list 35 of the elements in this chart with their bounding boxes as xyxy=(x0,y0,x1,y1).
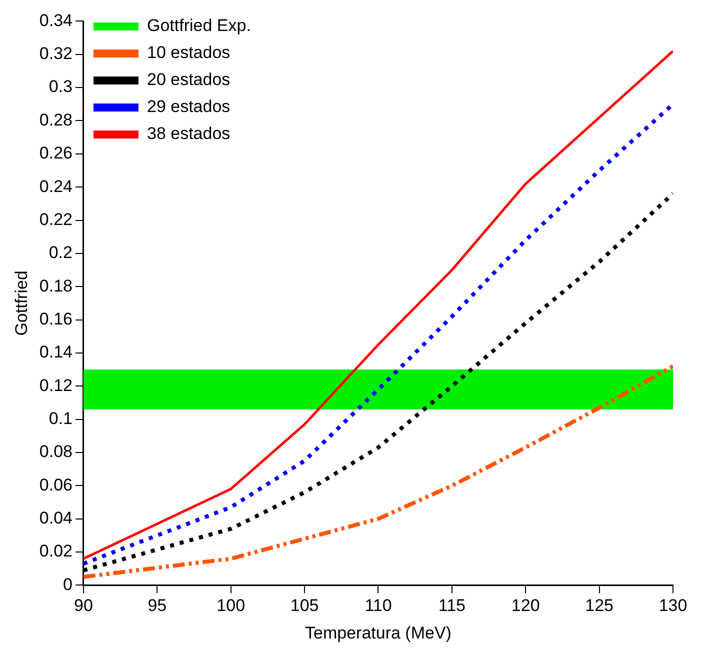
legend-label: 29 estados xyxy=(146,97,230,116)
y-tick-label: 0.14 xyxy=(39,342,72,362)
y-tick-label: 0.3 xyxy=(48,77,72,96)
x-tick-label: 90 xyxy=(74,596,93,616)
x-tick-label: 115 xyxy=(438,596,466,616)
y-tick-label: 0.22 xyxy=(39,210,72,229)
x-tick-label: 125 xyxy=(585,596,614,616)
y-tick-label: 0.2 xyxy=(48,243,72,262)
y-tick-label: 0.12 xyxy=(39,376,72,395)
x-tick-label: 100 xyxy=(216,596,246,616)
y-tick-label: 0.04 xyxy=(39,508,72,528)
y-tick-label: 0.28 xyxy=(39,110,72,130)
y-tick-label: 0 xyxy=(63,574,72,594)
line-series xyxy=(83,364,673,579)
y-tick-label: 0.18 xyxy=(39,276,72,296)
x-tick-label: 130 xyxy=(658,596,688,616)
y-tick-label: 0.1 xyxy=(48,409,72,428)
y-axis-title: Gottfried xyxy=(12,270,31,336)
x-tick-label: 105 xyxy=(290,596,319,616)
legend-label: Gottfried Exp. xyxy=(146,16,251,36)
y-tick-label: 0.32 xyxy=(39,44,72,64)
x-axis-title: Temperatura (MeV) xyxy=(305,623,452,642)
x-tick-label: 120 xyxy=(511,596,540,616)
x-tick-label: 110 xyxy=(364,596,392,616)
y-tick-label: 0.26 xyxy=(39,144,72,163)
y-tick-label: 0.08 xyxy=(39,442,72,462)
y-tick-label: 0.06 xyxy=(39,475,72,494)
x-tick-label: 95 xyxy=(148,596,167,616)
y-tick-label: 0.34 xyxy=(39,10,72,30)
legend-label: 38 estados xyxy=(146,124,230,144)
legend-label: 10 estados xyxy=(146,43,230,62)
y-tick-label: 0.02 xyxy=(39,542,72,561)
y-tick-label: 0.24 xyxy=(39,176,72,196)
y-tick-label: 0.16 xyxy=(39,309,72,328)
legend-label: 20 estados xyxy=(146,70,230,90)
